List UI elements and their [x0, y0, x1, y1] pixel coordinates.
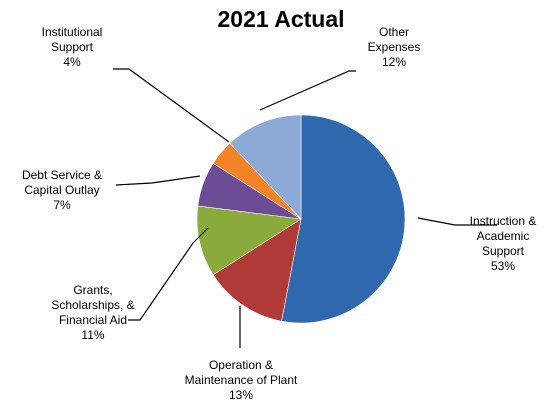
slice-label-line: 4%	[63, 55, 81, 69]
pie-slices	[196, 114, 406, 324]
slice-label-grants-scholarships: Grants, Scholarships, & Financial Aid 11%	[51, 283, 134, 342]
slice-label-line: 11%	[81, 328, 104, 342]
slice-label-line: 7%	[53, 198, 71, 212]
leader-line-grants-scholarships	[128, 227, 209, 321]
slice-label-line: Institutional	[42, 25, 103, 39]
slice-label-line: Expenses	[368, 40, 421, 54]
slice-label-line: 13%	[229, 388, 253, 402]
leader-line-institutional-support	[113, 68, 230, 143]
slice-label-line: Instruction &	[470, 214, 537, 228]
slice-label-line: Capital Outlay	[24, 183, 99, 197]
slice-label-line: Support	[51, 40, 94, 54]
pie-slice-operation-maintenance	[212, 218, 302, 322]
pie-slice-grants-scholarships	[196, 205, 302, 276]
pie-slice-instruction	[281, 114, 406, 324]
slice-label-institutional-support: Institutional Support 4%	[42, 25, 103, 69]
slice-label-line: Support	[482, 244, 525, 258]
leader-lines	[113, 68, 497, 348]
pie-slice-other-expenses	[229, 114, 302, 220]
chart-title: 2021 Actual	[218, 6, 345, 32]
slice-label-line: Debt Service &	[22, 168, 102, 182]
slice-label-other-expenses: Other Expenses 12%	[368, 25, 421, 69]
slice-label-operation-maintenance: Operation & Maintenance of Plant 13%	[185, 358, 298, 402]
slice-label-line: Other	[379, 25, 409, 39]
leader-line-instruction	[417, 217, 497, 226]
slice-label-line: 53%	[491, 259, 515, 273]
slice-label-line: Scholarships, &	[51, 298, 134, 312]
slice-label-debt-service: Debt Service & Capital Outlay 7%	[22, 168, 102, 212]
slice-label-line: 12%	[382, 55, 406, 69]
leader-line-debt-service	[115, 175, 201, 186]
slice-label-line: Financial Aid	[59, 313, 127, 327]
slice-labels: Instruction & Academic Support 53%Operation…	[22, 25, 536, 402]
slice-label-line: Academic	[477, 229, 530, 243]
leader-line-other-expenses	[259, 70, 356, 111]
slice-label-line: Maintenance of Plant	[185, 373, 298, 387]
slice-label-line: Grants,	[73, 283, 112, 297]
slice-label-line: Operation &	[209, 358, 273, 372]
slice-label-instruction: Instruction & Academic Support 53%	[470, 214, 537, 273]
